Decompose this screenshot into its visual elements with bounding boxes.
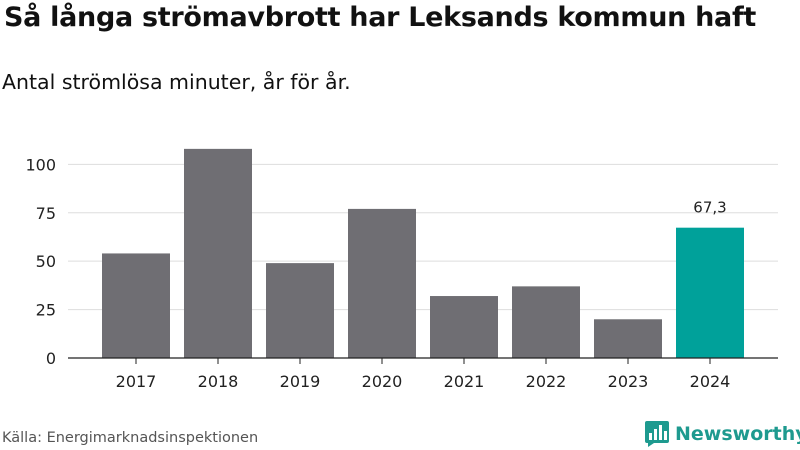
- x-tick-label-2017: 2017: [116, 372, 157, 391]
- bar-2021: [430, 296, 498, 358]
- brand-logo: Newsworthy: [644, 420, 800, 448]
- bar-2019: [266, 263, 334, 358]
- y-tick-label-50: 50: [36, 252, 56, 271]
- x-tick-label-2019: 2019: [280, 372, 321, 391]
- newsworthy-logo-icon: [645, 421, 669, 447]
- chart-title: Så långa strömavbrott har Leksands kommu…: [4, 2, 757, 33]
- x-tick-label-2024: 2024: [690, 372, 731, 391]
- x-tick-label-2023: 2023: [608, 372, 649, 391]
- x-tick-label-2022: 2022: [526, 372, 567, 391]
- bars: [102, 148, 744, 358]
- bar-2024: [676, 227, 744, 358]
- bar-2023: [594, 319, 662, 358]
- y-tick-label-75: 75: [36, 204, 56, 223]
- y-tick-label-0: 0: [46, 349, 56, 368]
- x-tick-label-2020: 2020: [362, 372, 403, 391]
- x-tick-label-2018: 2018: [198, 372, 239, 391]
- chart-subtitle: Antal strömlösa minuter, år för år.: [2, 70, 351, 94]
- x-tick-label-2021: 2021: [444, 372, 485, 391]
- brand-name: Newsworthy: [675, 423, 800, 445]
- data-labels: 67,3: [693, 199, 726, 217]
- bar-2018: [184, 148, 252, 358]
- bar-2017: [102, 253, 170, 358]
- data-label-2024: 67,3: [693, 199, 726, 217]
- y-tick-label-25: 25: [36, 301, 56, 320]
- y-tick-label-100: 100: [25, 155, 56, 174]
- source-note: Källa: Energimarknadsinspektionen: [2, 430, 259, 446]
- gridlines: [68, 163, 778, 311]
- bar-2022: [512, 286, 580, 358]
- bar-2020: [348, 208, 416, 358]
- bar-chart: 0 25 50 75 100 2017 2018 2019 2020 2021 2022 2023 20…: [25, 148, 778, 391]
- axes: 0 25 50 75 100 2017 2018 2019 2020 2021 2022 2023 20…: [25, 155, 778, 391]
